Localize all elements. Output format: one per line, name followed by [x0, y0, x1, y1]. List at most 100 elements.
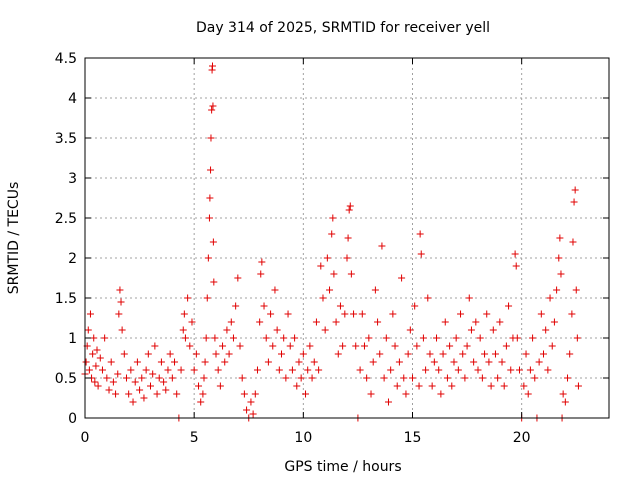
- data-point: [89, 350, 97, 358]
- data-point: [457, 310, 465, 318]
- data-point: [398, 274, 406, 282]
- x-tick-label: 0: [81, 430, 90, 446]
- y-tick-label: 1.5: [55, 291, 77, 307]
- data-point: [356, 366, 364, 374]
- data-point: [323, 254, 331, 262]
- data-point: [247, 398, 255, 406]
- data-point: [155, 374, 163, 382]
- data-point: [164, 366, 172, 374]
- data-point: [120, 350, 128, 358]
- data-point: [204, 254, 212, 262]
- data-point: [339, 342, 347, 350]
- data-point: [570, 198, 578, 206]
- data-point: [350, 310, 358, 318]
- data-point: [426, 350, 434, 358]
- data-point: [526, 366, 534, 374]
- data-point: [264, 358, 272, 366]
- data-point: [107, 358, 115, 366]
- data-point: [125, 390, 133, 398]
- data-point: [293, 382, 301, 390]
- data-point: [295, 358, 303, 366]
- data-point: [472, 318, 480, 326]
- data-point: [483, 310, 491, 318]
- data-point: [481, 350, 489, 358]
- data-point: [496, 318, 504, 326]
- data-point: [280, 334, 288, 342]
- data-point: [166, 350, 174, 358]
- data-point: [319, 294, 327, 302]
- data-point: [206, 194, 214, 202]
- x-tick-label: 15: [404, 430, 422, 446]
- data-point: [101, 334, 109, 342]
- data-point: [358, 310, 366, 318]
- data-point: [151, 342, 159, 350]
- data-point: [258, 258, 266, 266]
- data-point: [236, 342, 244, 350]
- data-point: [317, 262, 325, 270]
- data-point: [243, 406, 251, 414]
- data-point: [321, 326, 329, 334]
- data-point: [393, 382, 401, 390]
- data-point: [291, 334, 299, 342]
- data-point: [341, 310, 349, 318]
- data-point: [249, 410, 257, 418]
- data-point: [212, 350, 220, 358]
- data-point: [571, 186, 579, 194]
- data-point: [430, 358, 438, 366]
- data-point: [374, 318, 382, 326]
- data-point: [229, 334, 237, 342]
- data-point: [441, 318, 449, 326]
- data-point: [402, 390, 410, 398]
- data-point: [569, 238, 577, 246]
- data-point: [336, 302, 344, 310]
- data-point: [256, 318, 264, 326]
- data-point: [136, 386, 144, 394]
- data-point: [306, 342, 314, 350]
- data-point: [117, 298, 125, 306]
- data-point: [184, 294, 192, 302]
- data-point: [433, 334, 441, 342]
- data-point: [546, 294, 554, 302]
- data-point: [308, 374, 316, 382]
- data-point: [332, 318, 340, 326]
- data-point: [459, 350, 467, 358]
- x-tick-label: 20: [513, 430, 531, 446]
- data-point: [297, 374, 305, 382]
- data-point: [209, 102, 217, 110]
- data-point: [406, 326, 414, 334]
- plot-frame: [84, 57, 610, 419]
- data-point: [186, 342, 194, 350]
- data-point: [286, 342, 294, 350]
- data-point: [450, 358, 458, 366]
- data-point: [207, 166, 215, 174]
- data-point: [179, 326, 187, 334]
- x-tick-label: 5: [190, 430, 199, 446]
- data-point: [478, 374, 486, 382]
- data-point: [288, 366, 296, 374]
- data-point: [439, 350, 447, 358]
- data-point: [232, 302, 240, 310]
- data-point: [568, 310, 576, 318]
- data-point: [557, 270, 565, 278]
- data-point: [476, 334, 484, 342]
- data-point: [489, 326, 497, 334]
- axis-ticks: 0 0.5 1 1.5 2 2.5 3 3.5 4 4.5 0 5 10 15 20: [55, 51, 609, 446]
- data-point: [299, 350, 307, 358]
- data-point: [116, 286, 124, 294]
- data-point: [190, 366, 198, 374]
- data-point: [267, 310, 275, 318]
- data-point: [443, 374, 451, 382]
- data-point: [522, 350, 530, 358]
- data-point: [467, 326, 475, 334]
- data-point: [219, 342, 227, 350]
- data-point: [542, 326, 550, 334]
- data-point: [400, 374, 408, 382]
- data-point: [360, 342, 368, 350]
- data-point: [540, 350, 547, 358]
- data-point: [205, 214, 213, 222]
- data-point: [278, 350, 285, 358]
- data-point: [181, 334, 189, 342]
- data-point: [363, 374, 371, 382]
- y-tick-label: 4: [68, 91, 77, 107]
